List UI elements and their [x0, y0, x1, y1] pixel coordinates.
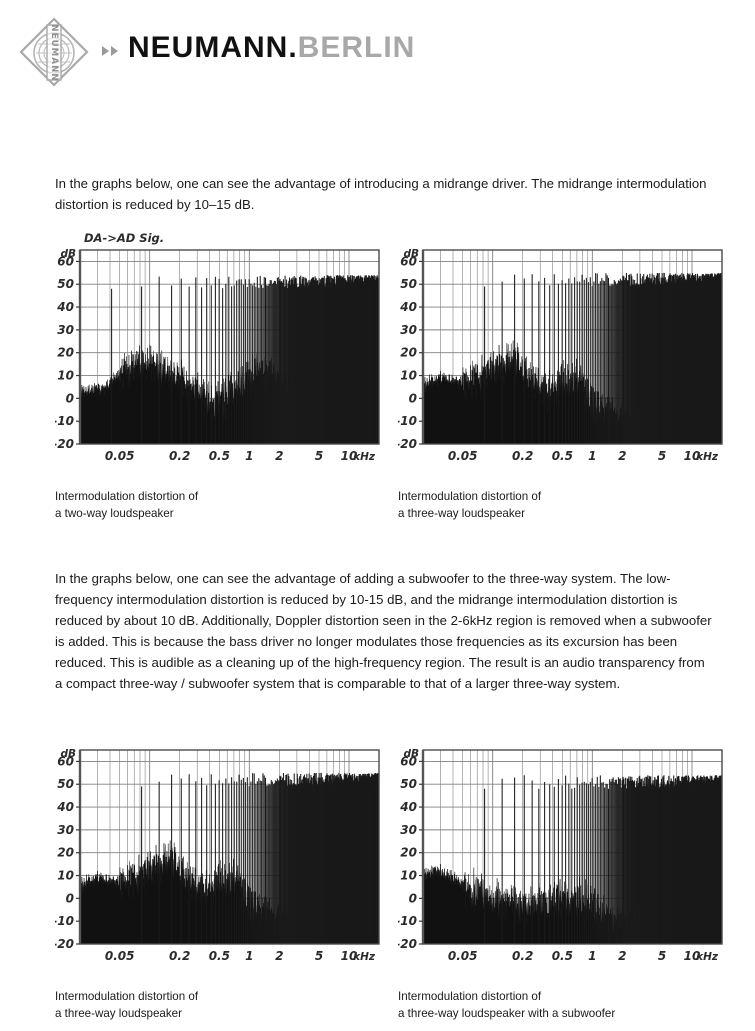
svg-text:0: 0 [66, 891, 74, 905]
svg-text:1: 1 [588, 949, 596, 963]
svg-text:60: 60 [400, 254, 417, 268]
svg-text:0.5: 0.5 [552, 449, 573, 463]
svg-text:0.05: 0.05 [448, 449, 478, 463]
svg-text:10: 10 [57, 869, 74, 883]
spectrum-plot-fig1: -20-100102030405060dB0.050.20.512510kHzD… [55, 228, 385, 476]
svg-text:0.5: 0.5 [209, 449, 230, 463]
svg-text:-10: -10 [55, 414, 74, 428]
svg-text:2: 2 [618, 949, 626, 963]
svg-text:2: 2 [618, 449, 626, 463]
svg-text:30: 30 [57, 323, 74, 337]
svg-text:dB: dB [60, 248, 76, 260]
svg-text:0.5: 0.5 [552, 949, 573, 963]
figure-three-way-loudspeaker-top: -20-100102030405060dB0.050.20.512510kHz … [398, 228, 728, 522]
wordmark-neumann: NEUMANN. [128, 31, 298, 64]
svg-text:DA->AD Sig.: DA->AD Sig. [84, 231, 164, 245]
svg-text:0.2: 0.2 [169, 949, 190, 963]
figure-caption-fig2: Intermodulation distortion of a three-wa… [398, 490, 542, 520]
svg-text:10: 10 [341, 949, 358, 963]
svg-text:30: 30 [400, 323, 417, 337]
logo-inner-text: NEUMANN [49, 24, 59, 81]
svg-text:0: 0 [66, 391, 74, 405]
svg-text:10: 10 [684, 449, 701, 463]
svg-text:kHz: kHz [353, 951, 376, 963]
svg-text:1: 1 [588, 449, 596, 463]
svg-text:kHz: kHz [696, 451, 719, 463]
svg-text:50: 50 [57, 777, 74, 791]
svg-text:dB: dB [60, 748, 76, 760]
body-paragraph-subwoofer: In the graphs below, one can see the adv… [55, 571, 712, 692]
svg-text:50: 50 [57, 277, 74, 291]
svg-text:10: 10 [400, 869, 417, 883]
svg-text:-10: -10 [55, 914, 74, 928]
figure-three-way-with-subwoofer: -20-100102030405060dB0.050.20.512510kHz … [398, 728, 728, 1022]
svg-text:0.2: 0.2 [512, 949, 533, 963]
svg-text:20: 20 [400, 846, 417, 860]
svg-text:40: 40 [399, 800, 417, 814]
spectrum-trace [80, 275, 379, 444]
wordmark-berlin: BERLIN [297, 31, 416, 64]
svg-text:-20: -20 [398, 437, 417, 451]
svg-text:20: 20 [57, 346, 74, 360]
svg-text:1: 1 [245, 449, 253, 463]
svg-text:1: 1 [245, 949, 253, 963]
svg-text:kHz: kHz [696, 951, 719, 963]
svg-text:50: 50 [400, 277, 417, 291]
spectrum-trace [423, 272, 722, 444]
svg-text:5: 5 [315, 449, 323, 463]
svg-text:dB: dB [403, 248, 419, 260]
figure-caption-fig1: Intermodulation distortion of a two-way … [55, 490, 199, 520]
svg-text:10: 10 [57, 369, 74, 383]
svg-text:60: 60 [57, 254, 74, 268]
intro-paragraph-midrange: In the graphs below, one can see the adv… [55, 176, 707, 213]
svg-text:0.2: 0.2 [512, 449, 533, 463]
page-header: NEUMANN NEUMANN.BERLIN [0, 0, 755, 100]
svg-text:10: 10 [341, 449, 358, 463]
brand-wordmark: NEUMANN.BERLIN [128, 28, 415, 68]
svg-text:0: 0 [409, 891, 417, 905]
figure-caption-fig4: Intermodulation distortion of a three-wa… [398, 990, 616, 1020]
svg-text:40: 40 [56, 800, 74, 814]
figure-two-way-loudspeaker: -20-100102030405060dB0.050.20.512510kHzD… [55, 228, 385, 522]
figure-caption-fig3: Intermodulation distortion of a three-wa… [55, 990, 199, 1020]
svg-text:-10: -10 [398, 414, 417, 428]
svg-text:-20: -20 [55, 937, 74, 951]
svg-text:50: 50 [400, 777, 417, 791]
svg-text:0.05: 0.05 [448, 949, 478, 963]
svg-text:0: 0 [409, 391, 417, 405]
svg-text:5: 5 [315, 949, 323, 963]
svg-text:2: 2 [275, 449, 283, 463]
svg-text:-10: -10 [398, 914, 417, 928]
svg-text:30: 30 [57, 823, 74, 837]
svg-text:5: 5 [658, 449, 666, 463]
neumann-diamond-logo-icon: NEUMANN [18, 16, 90, 88]
svg-text:40: 40 [399, 300, 417, 314]
double-chevron-right-icon [101, 44, 123, 56]
svg-text:dB: dB [403, 748, 419, 760]
svg-text:20: 20 [57, 846, 74, 860]
svg-text:0.05: 0.05 [105, 449, 135, 463]
svg-text:40: 40 [56, 300, 74, 314]
svg-text:0.2: 0.2 [169, 449, 190, 463]
svg-text:-20: -20 [398, 937, 417, 951]
svg-text:-20: -20 [55, 437, 74, 451]
spectrum-trace [423, 775, 722, 944]
figure-three-way-loudspeaker-bottom: -20-100102030405060dB0.050.20.512510kHz … [55, 728, 385, 1022]
svg-text:10: 10 [400, 369, 417, 383]
svg-text:0.05: 0.05 [105, 949, 135, 963]
svg-text:60: 60 [57, 754, 74, 768]
svg-text:0.5: 0.5 [209, 949, 230, 963]
svg-text:5: 5 [658, 949, 666, 963]
svg-text:kHz: kHz [353, 451, 376, 463]
svg-text:10: 10 [684, 949, 701, 963]
svg-text:20: 20 [400, 346, 417, 360]
svg-text:60: 60 [400, 754, 417, 768]
svg-text:2: 2 [275, 949, 283, 963]
svg-text:30: 30 [400, 823, 417, 837]
